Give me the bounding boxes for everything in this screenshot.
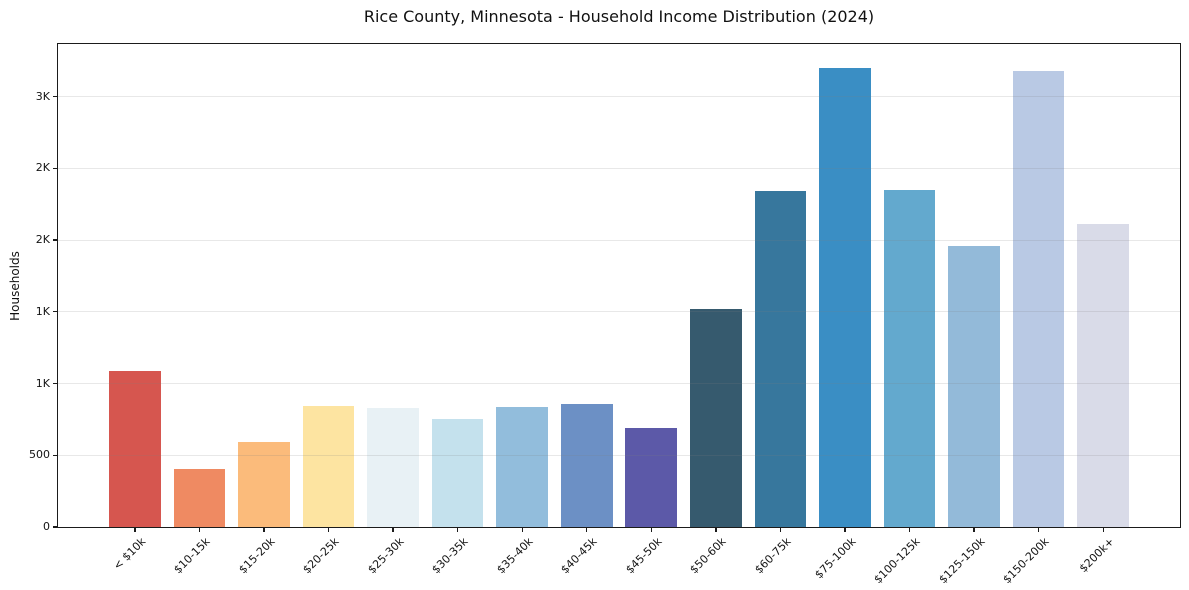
x-tick-label-text: $50-60k [687, 535, 730, 577]
bar-10k [109, 371, 161, 527]
x-tick-mark [521, 528, 523, 532]
y-tick-mark [53, 239, 57, 241]
bar-200k [1077, 224, 1129, 527]
bar-25-30k [367, 407, 419, 527]
x-tick-mark [586, 528, 588, 532]
bar-30-35k [431, 418, 484, 527]
bar-10-15k [173, 468, 226, 527]
plot-area [58, 44, 1180, 527]
y-tick-mark [53, 382, 57, 385]
y-tick-label: 0 [43, 520, 50, 533]
x-tick-mark [392, 528, 394, 532]
y-tick-label: 500 [29, 448, 50, 462]
y-tick-mark [53, 95, 57, 98]
bar-60-75k [754, 191, 807, 527]
x-tick-label-text: $100-125k [871, 535, 923, 587]
bar-125-150k [948, 246, 1000, 527]
x-tick-mark [198, 528, 201, 532]
x-tick-label-text: $60-75k [752, 535, 794, 577]
gridline-500 [58, 454, 1180, 456]
x-tick-label-text: $40-45k [558, 535, 600, 577]
x-tick-mark [650, 528, 652, 532]
x-tick-label-text: < $10k [110, 535, 149, 573]
x-tick-mark [908, 528, 911, 532]
x-tick-label-text: $15-20k [235, 535, 278, 577]
x-tick-label-text: $35-40k [494, 535, 536, 577]
x-tick-label-text: $10-15k [171, 535, 213, 577]
y-tick-mark [53, 311, 57, 313]
gridline-1000 [58, 383, 1180, 384]
x-tick-label-text: $20-25k [300, 535, 342, 577]
y-tick-label: 2K [35, 161, 50, 175]
bar-45-50k [625, 428, 678, 527]
chart-title: Rice County, Minnesota - Household Incom… [363, 7, 875, 26]
x-tick-label-text: $30-35k [429, 535, 471, 577]
gridline-2500 [58, 167, 1180, 169]
x-tick-label-text: $150-200k [1000, 535, 1052, 587]
bar-75-100k [819, 67, 871, 527]
bar-100-125k [883, 189, 936, 527]
x-tick-label-text: $25-30k [364, 535, 407, 577]
y-tick-mark [53, 167, 57, 169]
bar-35-40k [496, 407, 548, 527]
bar-15-20k [238, 442, 290, 527]
bar-150-200k [1012, 71, 1065, 527]
x-tick-mark [1038, 528, 1040, 532]
y-tick-label: 1K [35, 376, 50, 390]
x-tick-mark [327, 528, 330, 532]
gridline-1500 [58, 311, 1180, 313]
y-tick-label: 1K [35, 304, 50, 318]
x-tick-mark [973, 528, 975, 532]
x-tick-label-text: $200k+ [1076, 535, 1117, 576]
x-tick-mark [844, 528, 846, 532]
y-tick-mark [53, 526, 57, 528]
gridline-3000 [58, 96, 1180, 98]
x-tick-label-text: $75-100k [811, 535, 859, 582]
y-tick-label: 3K [35, 89, 50, 103]
bar-50-60k [690, 308, 742, 527]
y-tick-label: 2K [35, 233, 50, 246]
y-tick-mark [53, 454, 57, 456]
x-tick-mark [263, 528, 265, 532]
x-tick-mark [457, 528, 459, 532]
x-tick-mark [1102, 528, 1104, 532]
x-tick-mark [715, 528, 717, 532]
x-tick-mark [134, 528, 136, 532]
x-tick-label-text: $45-50k [623, 535, 665, 577]
x-tick-label-text: $125-150k [936, 535, 988, 587]
bar-20-25k [302, 405, 355, 527]
x-tick-mark [779, 528, 782, 532]
gridline-2000 [58, 239, 1180, 241]
bar-40-45k [560, 404, 613, 527]
